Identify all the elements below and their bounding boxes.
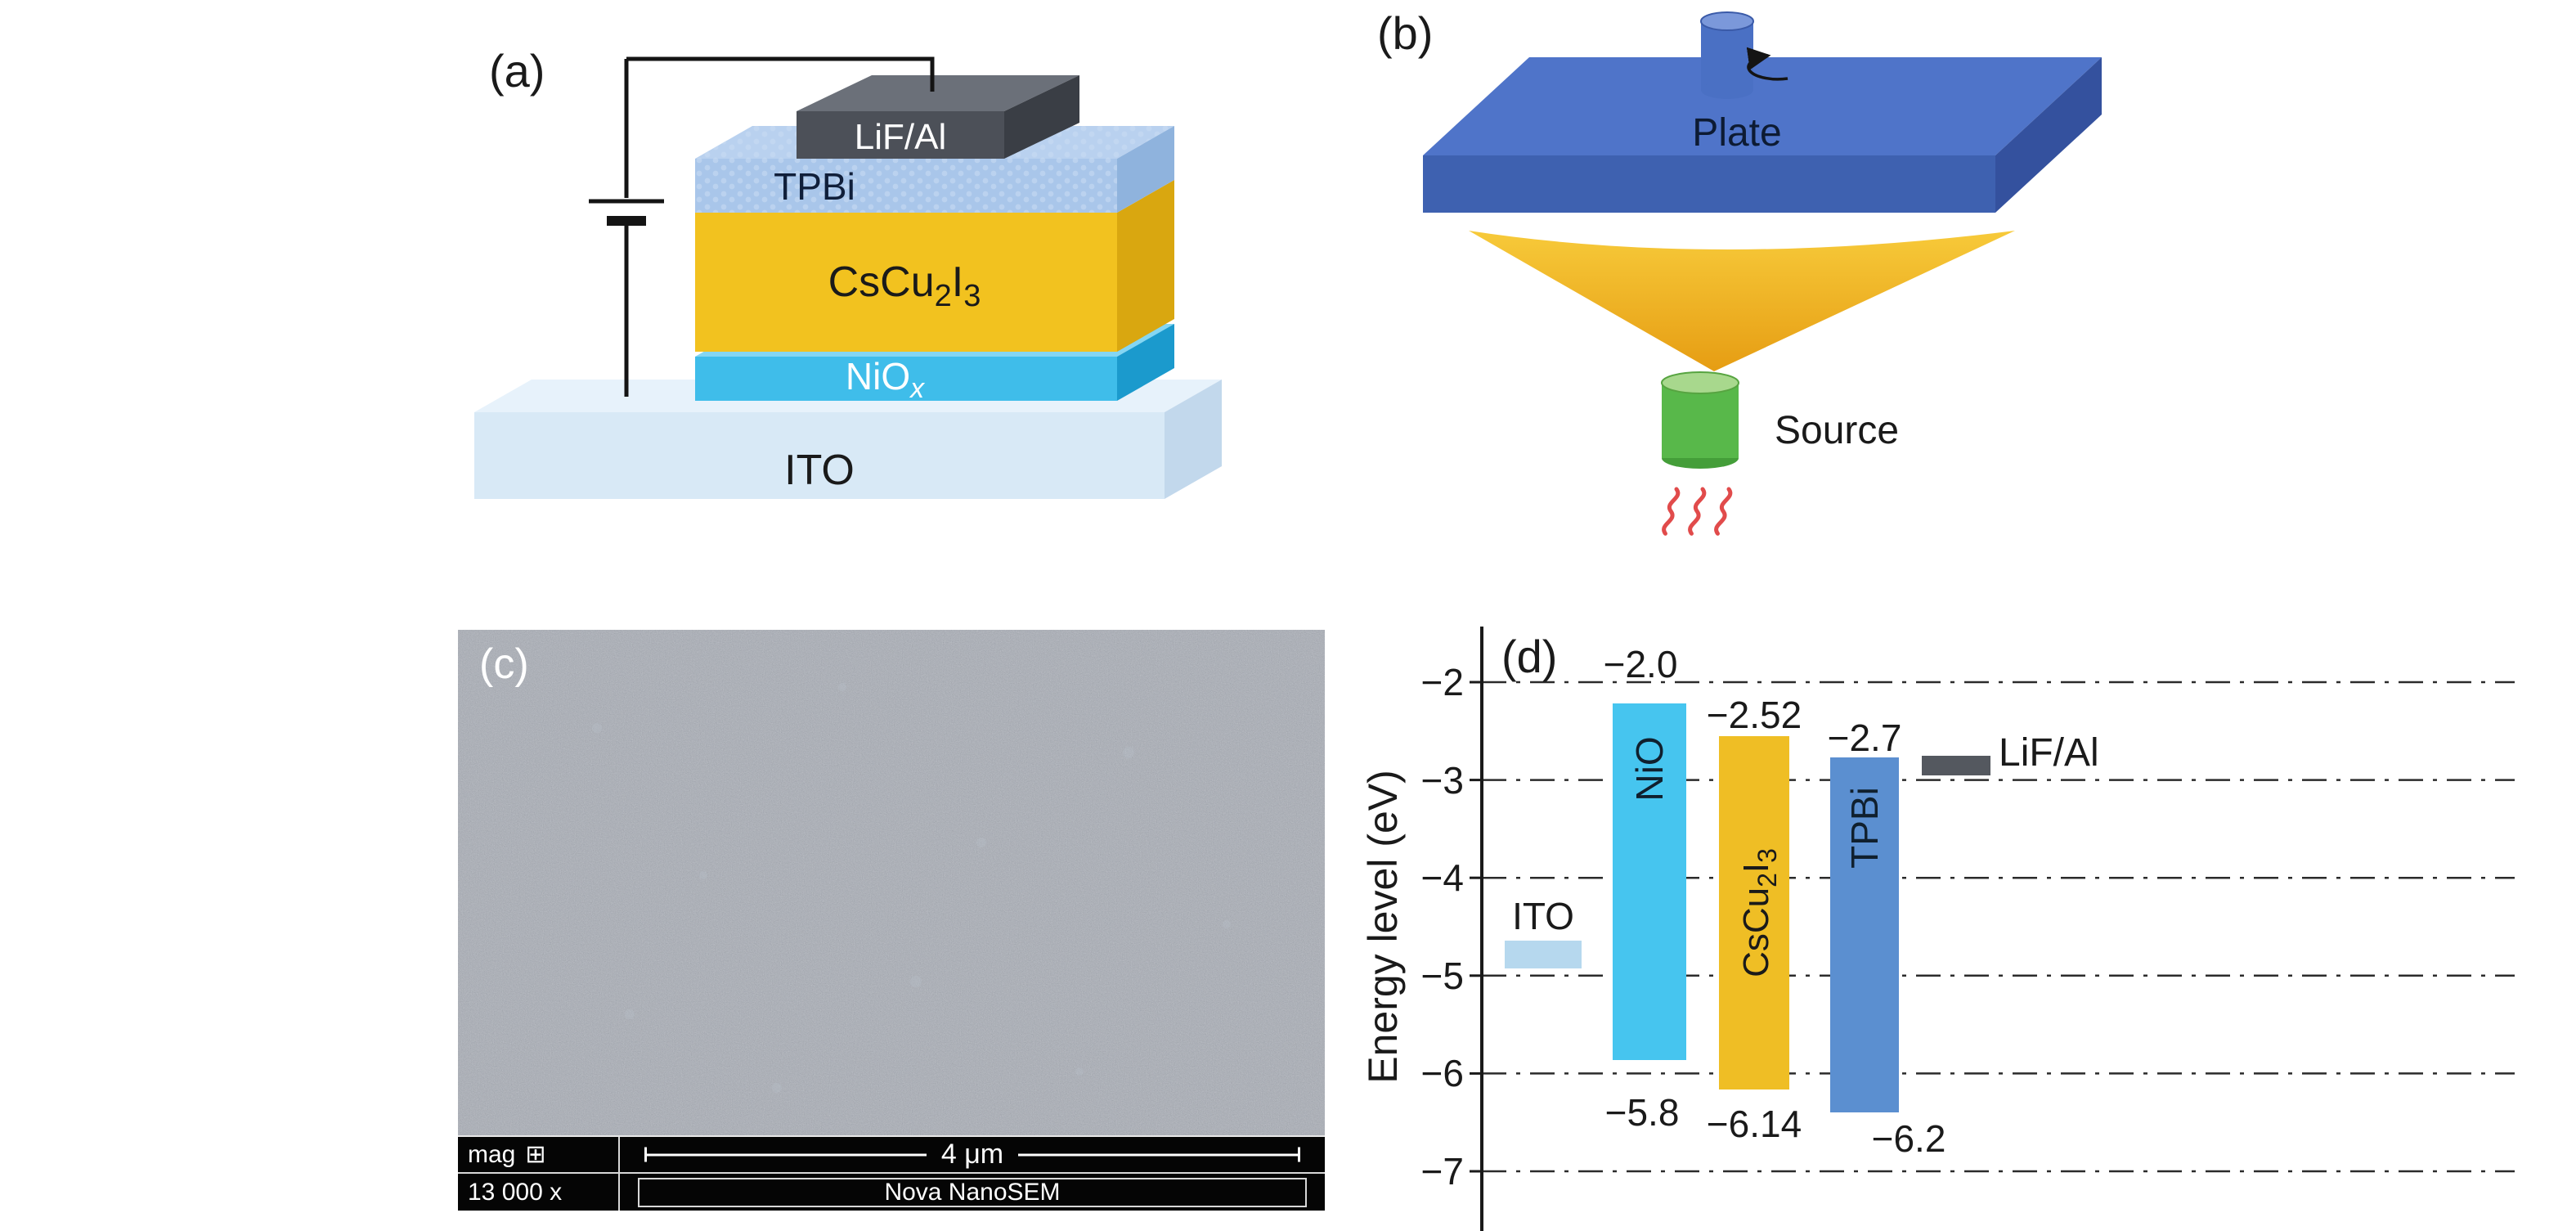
panel-b-label: (b) [1377,7,1433,59]
bar-label-nio: NiO [1628,736,1671,801]
y-axis-ticks [1470,681,1482,1173]
sem-magnification-value: 13 000 x [458,1174,620,1211]
source-crucible [1661,371,1739,469]
bar-label-cscu2i3: CsCu2I3 [1736,848,1782,977]
cscu2i3-bottom-value: −6.14 [1707,1103,1802,1145]
y-tick-labels: −2 −3 −4 −5 −6 −7 [1421,661,1464,1193]
scale-bar-label: 4 μm [926,1139,1019,1170]
cscu2i3-layer [695,180,1174,352]
nio-top-value: −2.0 [1604,643,1678,685]
plate-label: Plate [1692,111,1781,155]
bar-ito [1505,941,1582,968]
layer-label-lif-al: LiF/Al [855,117,946,157]
layer-label-ito: ITO [784,447,855,494]
sem-bright-specks [592,683,1231,1093]
layer-label-cscu2i3: CsCu2I3 [828,258,981,313]
sem-micrograph [458,630,1325,1211]
sem-instrument-cell: Nova NanoSEM [620,1174,1325,1211]
source-label: Source [1775,409,1899,452]
evaporation-plume [1469,231,2015,371]
bar-tpbi [1830,757,1899,1112]
sem-scale-cell: 4 μm [620,1137,1325,1174]
battery-circuit [589,56,935,397]
instrument-name: Nova NanoSEM [638,1177,1307,1207]
tpbi-top-value: −2.7 [1828,717,1902,759]
svg-text:−5: −5 [1421,955,1464,997]
svg-text:−7: −7 [1421,1150,1464,1193]
sem-status-bar: mag ⊞ 4 μm 13 000 x Nova NanoSEM [458,1135,1325,1211]
bar-lif-al [1922,756,1990,775]
heat-waves-icon [1662,487,1733,536]
panel-b-evaporation-schematic: Plate Source (b) [1377,7,2102,536]
svg-text:−2: −2 [1421,661,1464,703]
bar-cscu2i3 [1719,736,1789,1089]
svg-text:−3: −3 [1421,759,1464,802]
bar-label-ito: ITO [1512,895,1574,937]
cscu2i3-top-value: −2.52 [1707,694,1802,736]
svg-text:−4: −4 [1421,856,1464,899]
energy-value-labels: −2.0 −5.8 −2.52 −6.14 −2.7 −6.2 [1604,643,1946,1160]
layer-label-tpbi: TPBi [774,165,855,208]
grid-icon: ⊞ [525,1141,546,1168]
ito-layer [474,380,1222,499]
panel-a-device-schematic: (a) LiF/Al TPBi CsCu2I3 NiOx ITO [474,45,1222,499]
sem-mag-cell: mag ⊞ [458,1137,620,1174]
mag-label: mag [468,1140,516,1168]
nio-bottom-value: −5.8 [1605,1091,1680,1134]
svg-text:−6: −6 [1421,1052,1464,1094]
y-axis-label: Energy level (eV) [1360,770,1406,1084]
bar-label-tpbi: TPBi [1843,787,1886,869]
bar-nio [1613,703,1686,1060]
rotation-arrow-icon [1746,47,1788,81]
panel-d-energy-diagram: −2 −3 −4 −5 −6 −7 Energy level (eV) (d) … [1360,627,2515,1231]
panel-c-sem-image: (c) mag ⊞ 4 μm 13 000 x Nova NanoSEM [458,630,1325,1211]
bar-label-lif-al: LiF/Al [1999,731,2099,775]
rotation-shaft [1700,11,1788,99]
panel-d-label: (d) [1501,631,1557,682]
panel-a-label: (a) [489,45,545,97]
rotating-plate [1423,57,2102,213]
panel-c-label: (c) [479,640,529,688]
tpbi-bottom-value: −6.2 [1872,1117,1946,1160]
lif-al-electrode [797,75,1079,159]
layer-label-niox: NiOx [846,355,925,404]
